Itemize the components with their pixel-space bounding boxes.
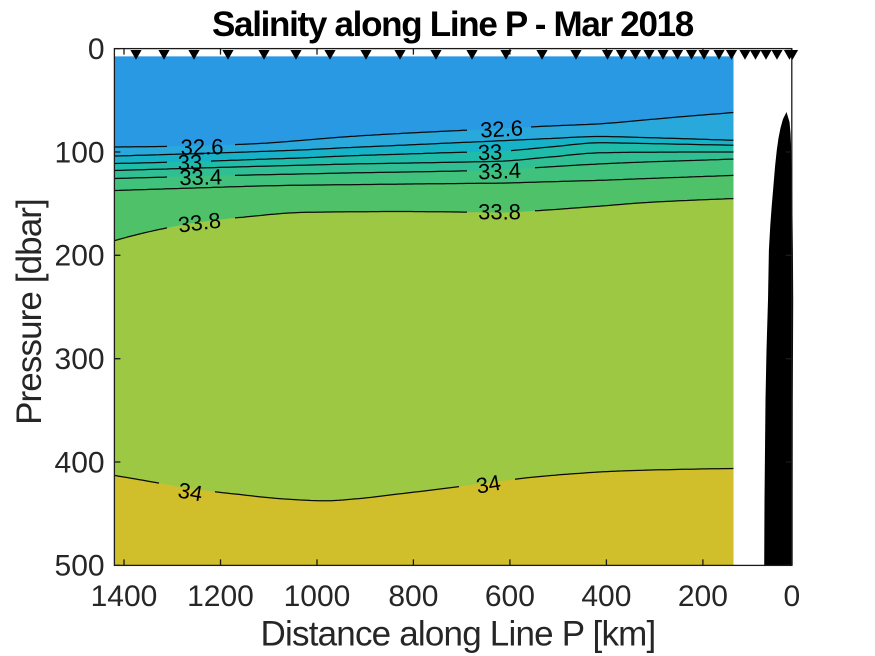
svg-text:Pressure [dbar]: Pressure [dbar] [10, 199, 49, 425]
svg-text:1400: 1400 [91, 580, 158, 613]
svg-text:100: 100 [55, 136, 105, 169]
svg-text:Salinity along Line P - Mar 20: Salinity along Line P - Mar 2018 [212, 5, 694, 44]
svg-text:32.6: 32.6 [480, 115, 524, 142]
svg-text:1000: 1000 [284, 580, 351, 613]
svg-text:33.8: 33.8 [177, 208, 223, 238]
svg-text:34: 34 [474, 470, 502, 499]
svg-text:0: 0 [783, 580, 800, 613]
svg-text:Distance along Line P [km]: Distance along Line P [km] [261, 615, 656, 654]
svg-text:400: 400 [581, 580, 631, 613]
svg-text:200: 200 [678, 580, 728, 613]
svg-text:500: 500 [55, 550, 105, 583]
svg-text:300: 300 [55, 343, 105, 376]
svg-text:1200: 1200 [187, 580, 254, 613]
svg-text:33.8: 33.8 [478, 200, 521, 225]
svg-text:33: 33 [477, 139, 502, 165]
svg-text:34: 34 [176, 478, 204, 507]
svg-text:33: 33 [178, 150, 203, 175]
svg-text:33.4: 33.4 [478, 158, 522, 184]
svg-text:200: 200 [55, 240, 105, 273]
svg-text:800: 800 [388, 580, 438, 613]
svg-text:400: 400 [55, 446, 105, 479]
svg-text:600: 600 [485, 580, 535, 613]
svg-text:33.4: 33.4 [179, 164, 222, 190]
svg-text:32.6: 32.6 [180, 134, 223, 160]
svg-text:0: 0 [88, 33, 105, 66]
